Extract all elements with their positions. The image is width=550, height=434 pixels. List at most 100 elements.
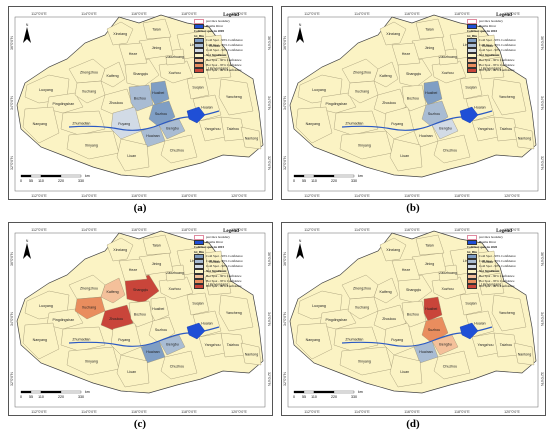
- scale-tick: 0: [293, 179, 295, 183]
- scale-tick: 0: [20, 395, 22, 399]
- city-label: Zaozhuang: [439, 271, 457, 275]
- legend-label: Cold Spot - 90% Confidence: [206, 48, 243, 53]
- city-liuan: [389, 138, 423, 172]
- legend-item: Hot Spot - 90% Confidence: [194, 58, 268, 64]
- lat-label: 34°0'0"N: [10, 96, 14, 110]
- legend-label: Hot Spot - 90% Confidence: [479, 274, 515, 279]
- lat-label: 36°0'0"N: [283, 252, 287, 266]
- city-label: Linyi: [190, 259, 198, 263]
- city-bengbu: [431, 334, 459, 356]
- city-label: Yancheng: [226, 311, 242, 315]
- scale-tick: 0: [20, 179, 22, 183]
- legend-swatch: [194, 43, 204, 49]
- scale-tick: 220: [58, 395, 64, 399]
- legend-label: Hot Spot - 95% Confidence: [206, 63, 242, 68]
- lon-label-bottom: 114°0'0"E: [81, 194, 97, 198]
- scale-tick: 110: [311, 179, 317, 183]
- city-label: Huaian: [201, 322, 212, 326]
- city-heze: [391, 258, 421, 282]
- legend-gibin: Gi_Bin: [467, 250, 541, 255]
- legend-item: Not Significant: [467, 269, 541, 275]
- lon-label-bottom: 112°0'0"E: [31, 410, 47, 414]
- city-label: Huaian: [474, 322, 485, 326]
- scale-unit: km: [85, 390, 90, 394]
- legend-item: Hot Spot - 99% Confidence: [467, 68, 541, 74]
- city-rizhao: [477, 250, 497, 274]
- scale-tick: 110: [38, 395, 44, 399]
- legend-item: Cold Spot - 99% Confidence: [467, 38, 541, 44]
- legend-item: Hot Spot - 90% Confidence: [194, 274, 268, 280]
- city-xinxiang: [106, 21, 134, 46]
- legend-boundary: province boundary: [467, 235, 541, 240]
- legend-label: Gi_Bin: [467, 33, 477, 38]
- city-label: Xinxiang: [113, 248, 127, 252]
- city-fuyang: [110, 106, 142, 140]
- lon-label-bottom: 120°0'0"E: [231, 410, 247, 414]
- lat-label: 36°0'0"N: [283, 36, 287, 50]
- scale-tick: 220: [58, 179, 64, 183]
- caption-c: (c): [133, 418, 147, 430]
- city-xinxiang: [379, 237, 407, 262]
- legend-swatch: [194, 264, 204, 270]
- city-pingdingshan: [319, 308, 357, 330]
- city-label: Huaian: [201, 106, 212, 110]
- lat-label-right: 32°0'0"N: [540, 372, 544, 386]
- city-bozhou: [128, 300, 154, 328]
- scale-unit: km: [358, 174, 363, 178]
- city-heze: [118, 42, 148, 66]
- city-label: Zhumadian: [72, 122, 90, 126]
- legend-swatch: [467, 269, 477, 275]
- city-bozhou: [401, 84, 427, 112]
- legend-river: Huaihe River: [194, 240, 268, 245]
- north-arrow-icon: N: [296, 239, 304, 259]
- legend-boundary: province boundary: [194, 19, 268, 24]
- city-label: Kaifeng: [106, 290, 118, 294]
- city-label: Fuyang: [391, 122, 403, 126]
- lon-label: 114°0'0"E: [81, 12, 97, 16]
- legend-label: Cold Spot - 95% Confidence: [479, 43, 516, 48]
- lon-label: 114°0'0"E: [354, 228, 370, 232]
- lat-label: 36°0'0"N: [10, 36, 14, 50]
- city-label: Xinyang: [85, 144, 98, 148]
- city-kaifeng: [100, 61, 126, 88]
- city-label: Zhengzhou: [353, 70, 371, 74]
- city-pingdingshan: [46, 92, 84, 114]
- city-label: Huaibei: [152, 307, 164, 311]
- city-label: Zaozhuang: [166, 271, 184, 275]
- city-chuzhou: [160, 350, 198, 380]
- scale-tick: 220: [331, 395, 337, 399]
- city-label: Kaifeng: [106, 74, 118, 78]
- legend-swatch: [467, 19, 477, 24]
- scale-tick: 330: [78, 179, 84, 183]
- city-bengbu: [431, 118, 459, 140]
- legend-swatch: [194, 19, 204, 24]
- svg-text:N: N: [26, 23, 29, 27]
- lon-label-bottom: 118°0'0"E: [454, 410, 470, 414]
- legend-label: Cold Spot - 99% Confidence: [479, 38, 516, 43]
- lon-label: 116°0'0"E: [404, 228, 420, 232]
- city-label: Jining: [152, 262, 161, 266]
- city-xinyang: [66, 346, 120, 376]
- map-panel-d: 112°0'0"E 112°0'0"E 114°0'0"E 114°0'0"E 116°…: [281, 222, 546, 416]
- lat-label-right: 34°0'0"N: [267, 312, 271, 326]
- legend-label: Not Significant: [479, 53, 500, 58]
- legend-item: Hot Spot - 99% Confidence: [194, 68, 268, 74]
- lat-label: 32°0'0"N: [10, 372, 14, 386]
- lon-label: 120°0'0"E: [231, 12, 247, 16]
- legend-swatch: [467, 259, 477, 265]
- city-label: Huainan: [419, 134, 432, 138]
- city-label: Rizhao: [482, 260, 493, 264]
- city-xuchang: [74, 296, 106, 320]
- lon-label-bottom: 116°0'0"E: [404, 194, 420, 198]
- legend-label: Hot Spot - 95% Confidence: [479, 63, 515, 68]
- legend-label: Hot Spot - 95% Confidence: [206, 279, 242, 284]
- map-panel-c: 112°0'0"E 112°0'0"E 114°0'0"E 114°0'0"E 116°…: [8, 222, 273, 416]
- legend-label: Hot Spot - 99% Confidence: [206, 284, 242, 289]
- city-label: Pingdingshan: [326, 102, 348, 106]
- city-label: Lianyungang: [208, 67, 229, 71]
- legend-item: Hot Spot - 90% Confidence: [467, 58, 541, 64]
- lon-label: 120°0'0"E: [231, 228, 247, 232]
- city-label: Chuzhou: [443, 148, 457, 152]
